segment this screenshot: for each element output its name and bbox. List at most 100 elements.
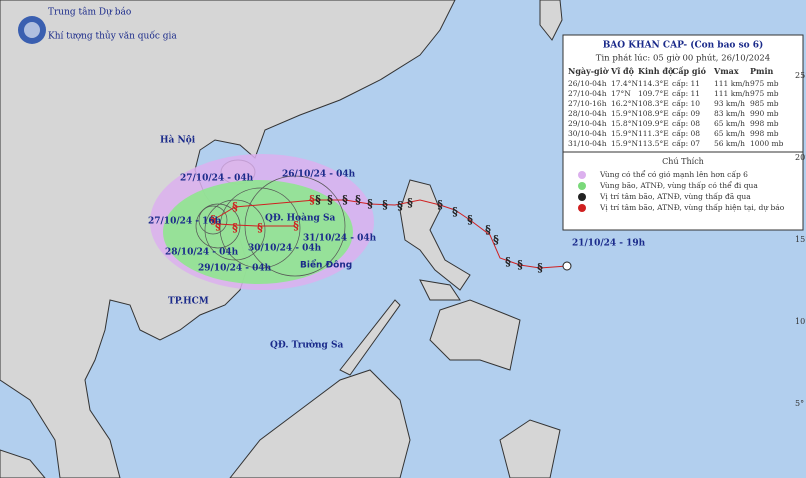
track xyxy=(212,199,568,269)
track-label: 29/10/24 - 04h xyxy=(198,264,272,274)
table-cell: 1000 mb xyxy=(750,139,784,148)
table-cell: 16.2°N xyxy=(611,99,638,108)
place-label: QĐ. Trường Sa xyxy=(270,340,343,351)
track-label: 30/10/24 - 04h xyxy=(248,244,322,254)
agency-sub: Khí tượng thủy văn quốc gia xyxy=(48,31,177,42)
storm-symbol: § xyxy=(327,193,333,206)
storm-symbol: § xyxy=(382,198,388,211)
legend-item: Vị trí tâm bão, ATNĐ, vùng thấp hiện tại… xyxy=(599,203,785,212)
lat-label: 20° xyxy=(795,153,806,162)
storm-symbol: § xyxy=(315,193,321,206)
table-cell: 108.3°E xyxy=(638,99,669,108)
table-cell: cấp: 08 xyxy=(672,119,700,128)
table-cell: 113.5°E xyxy=(638,139,669,148)
storm-symbol: § xyxy=(342,193,348,206)
table-cell: 56 km/h xyxy=(714,139,745,148)
storm-positions: §§§§§§§§§§§§§§§§§§§ § § § § xyxy=(210,193,572,274)
track-label: 21/10/24 - 19h xyxy=(572,239,646,249)
column-header: Vĩ độ xyxy=(610,66,635,76)
agency: Trung tâm Dự báo xyxy=(48,7,131,18)
legend-swatch xyxy=(578,182,586,190)
table-cell: 27/10-16h xyxy=(568,99,607,108)
table-cell: 109.7°E xyxy=(638,89,669,98)
table-cell: 65 km/h xyxy=(714,129,745,138)
table-cell: cấp: 11 xyxy=(672,89,700,98)
table-cell: 114.3°E xyxy=(638,79,669,88)
storm-symbol: § xyxy=(232,200,238,213)
table-cell: 990 mb xyxy=(750,109,779,118)
lat-label: 10° xyxy=(795,317,806,326)
storm-symbol: § xyxy=(397,199,403,212)
lat-label: 5° xyxy=(795,399,804,408)
bulletin-title: BAO KHAN CAP- (Con bao so 6) xyxy=(603,40,764,51)
storm-symbol: § xyxy=(215,219,221,232)
storm-symbol: § xyxy=(493,233,499,246)
storm-symbol: § xyxy=(517,258,523,271)
table-cell: 975 mb xyxy=(750,89,779,98)
track-label: 31/10/24 - 04h xyxy=(303,234,377,244)
storm-symbol: § xyxy=(452,205,458,218)
logo: Trung tâm Dự báo Khí tượng thủy văn quốc… xyxy=(18,7,177,44)
legend-swatch xyxy=(578,171,586,179)
lat-label: 25° xyxy=(795,71,806,80)
place-label: Hà Nội xyxy=(160,135,196,146)
storm-symbol: § xyxy=(505,255,511,268)
table-cell: 111.3°E xyxy=(638,129,669,138)
storm-symbol: § xyxy=(309,193,315,206)
table-cell: 31/10-04h xyxy=(568,139,607,148)
column-header: Vmax xyxy=(713,66,739,76)
legend-item: Vị trí tâm bão, ATNĐ, vùng thấp đã qua xyxy=(599,192,751,201)
table-cell: 30/10-04h xyxy=(568,129,607,138)
bulletin-box xyxy=(562,34,804,154)
table-cell: 29/10-04h xyxy=(568,119,607,128)
table-cell: 15.9°N xyxy=(611,109,638,118)
bulletin: BAO KHAN CAP- (Con bao so 6) Tin phát lú… xyxy=(562,34,804,231)
place-label: QĐ. Hoàng Sa xyxy=(265,213,335,224)
legend-item: Vùng có thể có gió mạnh lên hơn cấp 6 xyxy=(599,170,748,179)
table-cell: cấp: 11 xyxy=(672,79,700,88)
track-label: 27/10/24 - 04h xyxy=(180,174,254,184)
column-header: Ngày-giờ xyxy=(568,66,609,76)
column-header: Cấp gió xyxy=(672,66,707,76)
table-cell: 985 mb xyxy=(750,99,779,108)
table-cell: 975 mb xyxy=(750,79,779,88)
legend-item: Vùng bão, ATNĐ, vùng thấp có thể đi qua xyxy=(599,181,758,190)
table-cell: 15.9°N xyxy=(611,139,638,148)
table-cell: 15.8°N xyxy=(611,119,638,128)
place-label: TP.HCM xyxy=(168,297,209,307)
table-cell: 15.9°N xyxy=(611,129,638,138)
track-label: 26/10/24 - 04h xyxy=(282,170,356,180)
table-cell: 111 km/h xyxy=(714,79,750,88)
table-cell: 108.9°E xyxy=(638,109,669,118)
genesis-point xyxy=(562,261,572,271)
column-header: Pmin xyxy=(750,66,774,76)
table-cell: cấp: 09 xyxy=(672,109,700,118)
legend-swatch xyxy=(578,193,586,201)
table-cell: 65 km/h xyxy=(714,119,745,128)
storm-symbol: § xyxy=(355,193,361,206)
table-cell: 111 km/h xyxy=(714,89,750,98)
storm-symbol: § xyxy=(537,261,543,274)
storm-symbol: § xyxy=(467,213,473,226)
storm-symbol: § xyxy=(232,221,238,234)
column-header: Kinh độ xyxy=(638,66,674,76)
legend-box xyxy=(562,151,804,231)
table-cell: 17°N xyxy=(611,89,631,98)
table-cell: 93 km/h xyxy=(714,99,745,108)
lat-label: 15° xyxy=(795,235,806,244)
storm-symbol: § xyxy=(485,223,491,236)
track-label: 27/10/24 - 16h xyxy=(148,217,222,227)
track-label: 28/10/24 - 04h xyxy=(165,248,239,258)
table-cell: 17.4°N xyxy=(611,79,638,88)
legend-swatch xyxy=(578,204,586,212)
uncertainty-circles xyxy=(195,175,346,277)
bulletin-issued: Tin phát lúc: 05 giờ 00 phút, 26/10/2024 xyxy=(596,53,770,64)
storm-symbol: § xyxy=(257,221,263,234)
legend-title: Chú Thích xyxy=(662,157,704,166)
table-cell: cấp: 08 xyxy=(672,129,700,138)
storm-symbol: § xyxy=(210,213,216,226)
table-cell: cấp: 07 xyxy=(672,139,700,148)
table-cell: 998 mb xyxy=(750,119,779,128)
table-cell: 998 mb xyxy=(750,129,779,138)
